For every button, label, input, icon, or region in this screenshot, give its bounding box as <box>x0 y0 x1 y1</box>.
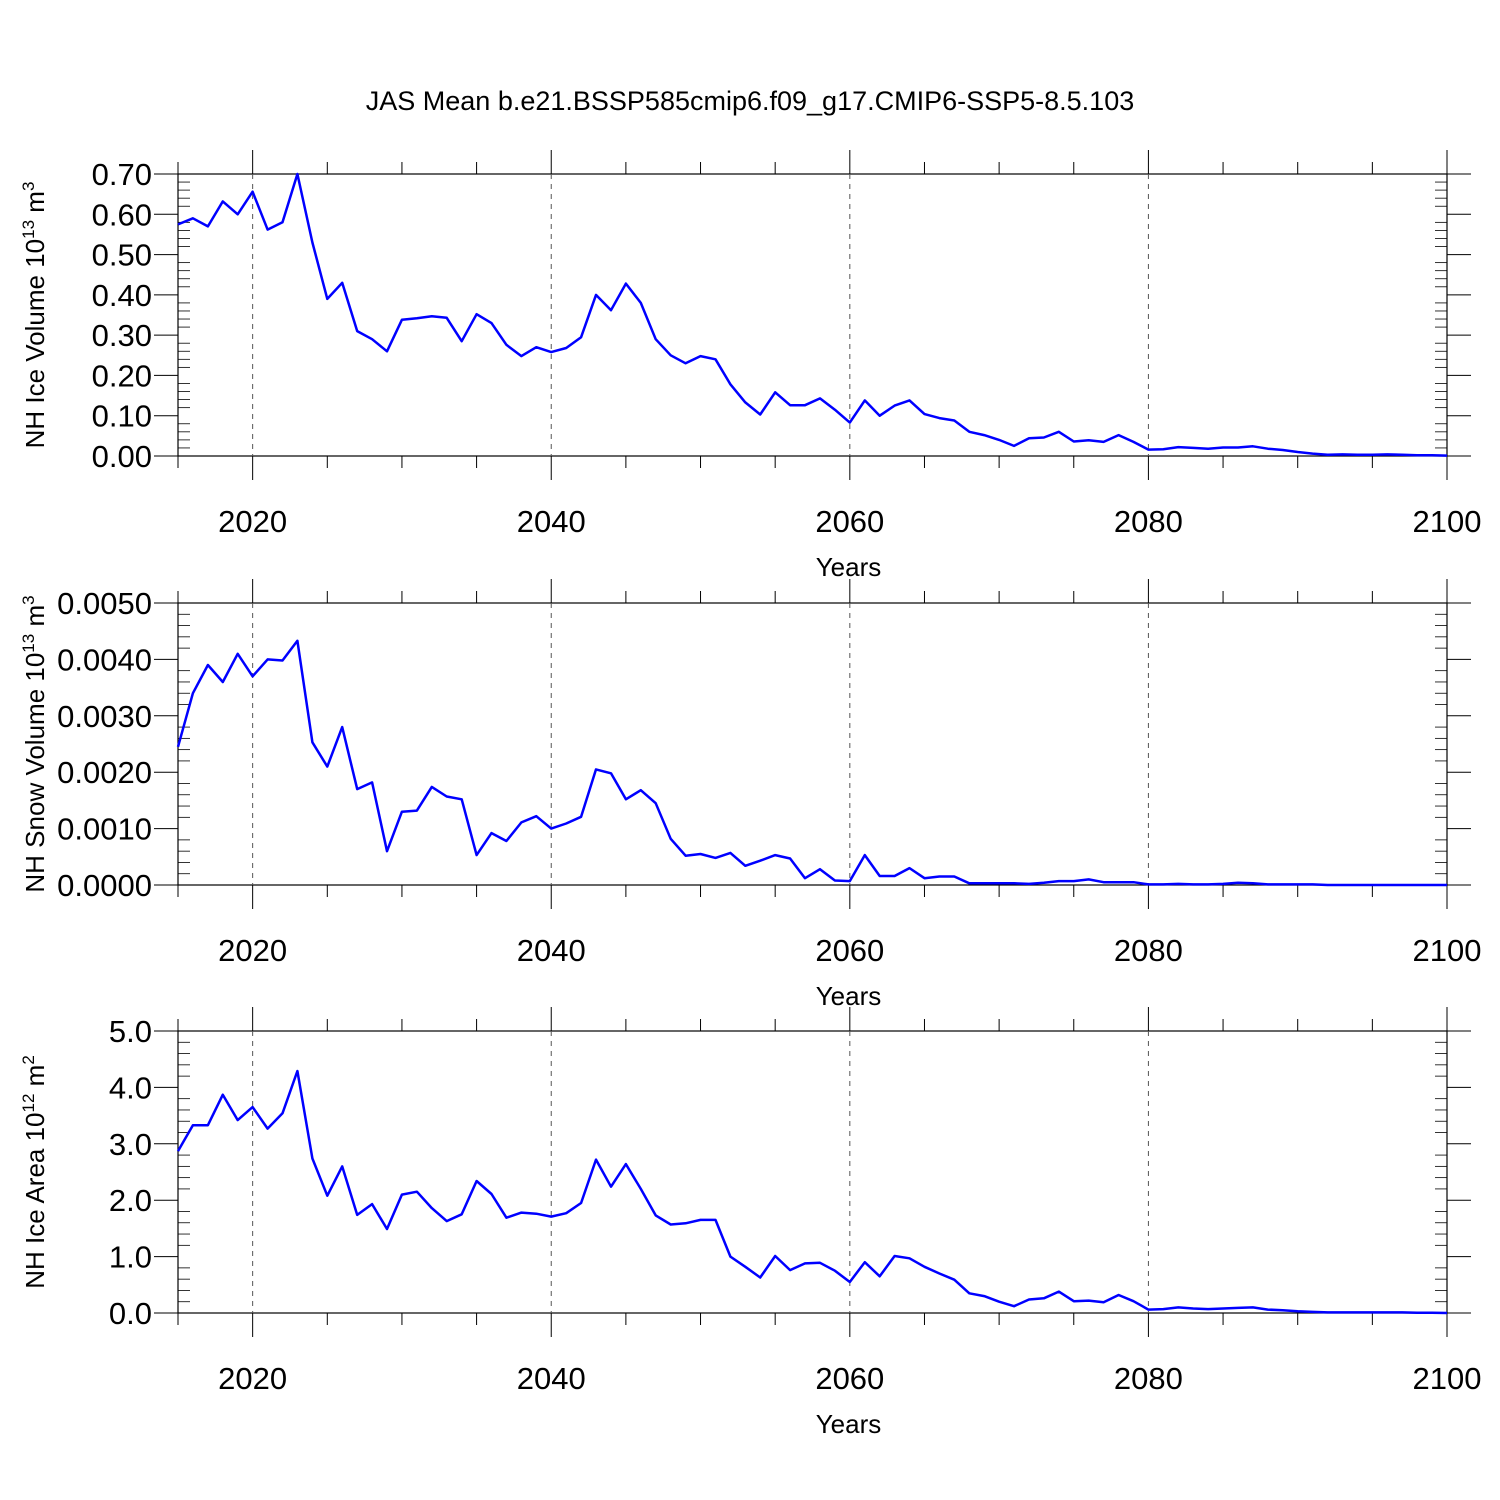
x-axis-title: Years <box>816 552 882 582</box>
y-axis-title-unit-exponent: 3 <box>19 595 38 604</box>
y-tick-label: 0.0 <box>109 1296 152 1331</box>
y-axis-title: NH Ice Volume 1013 m3 <box>19 182 50 449</box>
x-axis-title: Years <box>816 1409 882 1439</box>
figure-title: JAS Mean b.e21.BSSP585cmip6.f09_g17.CMIP… <box>365 86 1135 116</box>
plot-frame <box>177 1030 1448 1314</box>
y-tick-label: 0.20 <box>92 358 152 393</box>
plot-frame <box>177 173 1448 457</box>
y-axis-title: NH Ice Area 1012 m2 <box>19 1055 50 1289</box>
y-tick-label: 0.40 <box>92 278 152 313</box>
series-line <box>177 172 1448 457</box>
y-axis-title-unit: m <box>20 191 50 220</box>
y-axis-title-text: NH Ice Volume 10 <box>20 239 50 449</box>
y-axis-title-exponent: 13 <box>19 220 38 239</box>
y-axis-title-unit: m <box>20 1065 50 1094</box>
x-tick-label: 2080 <box>1114 504 1183 539</box>
y-tick-label: 1.0 <box>109 1240 152 1275</box>
x-tick-label: 2040 <box>517 933 586 968</box>
y-tick-label: 0.00 <box>92 439 152 474</box>
y-tick-label: 0.0050 <box>57 586 152 621</box>
panel-2: 2020 2040 2060 2080 2100 0.0000 0.0010 0.0020 0.… <box>19 579 1481 1011</box>
x-tick-label: 2060 <box>815 504 884 539</box>
y-tick-label: 3.0 <box>109 1127 152 1162</box>
x-tick-label: 2040 <box>517 504 586 539</box>
y-axis-title-exponent: 12 <box>19 1094 38 1113</box>
series-line <box>176 639 1447 887</box>
y-axis-title: NH Snow Volume 1013 m3 <box>19 595 50 892</box>
y-tick-label: 2.0 <box>109 1183 152 1218</box>
y-tick-label: 0.60 <box>92 197 152 232</box>
x-tick-label: 2080 <box>1114 933 1183 968</box>
y-axis-title-text: NH Snow Volume 10 <box>20 653 50 893</box>
x-tick-label: 2080 <box>1114 1361 1183 1396</box>
x-axis-title: Years <box>816 981 882 1011</box>
y-axis-title-text: NH Ice Area 10 <box>20 1112 50 1288</box>
y-tick-label: 0.70 <box>92 157 152 192</box>
x-tick-label: 2100 <box>1413 933 1482 968</box>
y-axis-title-unit-exponent: 2 <box>19 1055 38 1064</box>
x-tick-label: 2020 <box>218 504 287 539</box>
y-axis-title-unit: m <box>20 605 50 634</box>
y-tick-label: 0.0020 <box>57 755 152 790</box>
y-tick-label: 0.0000 <box>57 868 152 903</box>
x-tick-label: 2100 <box>1413 504 1482 539</box>
plot-frame <box>177 602 1448 886</box>
x-tick-label: 2060 <box>815 1361 884 1396</box>
y-tick-label: 0.0030 <box>57 699 152 734</box>
y-axis-title-exponent: 13 <box>19 634 38 653</box>
y-axis-title-unit-exponent: 3 <box>19 182 38 191</box>
series-line <box>176 1069 1448 1315</box>
y-tick-label: 4.0 <box>109 1070 152 1105</box>
y-tick-label: 0.30 <box>92 318 152 353</box>
x-tick-label: 2100 <box>1413 1361 1482 1396</box>
panel-1: 2020 2040 2060 2080 2100 0.00 0.10 0.20 0.30 0.40… <box>19 150 1481 582</box>
y-tick-label: 0.0010 <box>57 812 152 847</box>
y-tick-label: 5.0 <box>109 1014 152 1049</box>
y-tick-label: 0.0040 <box>57 642 152 677</box>
x-tick-label: 2020 <box>218 933 287 968</box>
x-tick-label: 2020 <box>218 1361 287 1396</box>
x-tick-label: 2040 <box>517 1361 586 1396</box>
panel-3: 2020 2040 2060 2080 2100 0.0 1.0 2.0 3.0 4.0 5.0 Ye… <box>19 1007 1481 1439</box>
y-tick-label: 0.10 <box>92 399 152 434</box>
y-tick-label: 0.50 <box>92 238 152 273</box>
x-tick-label: 2060 <box>815 933 884 968</box>
